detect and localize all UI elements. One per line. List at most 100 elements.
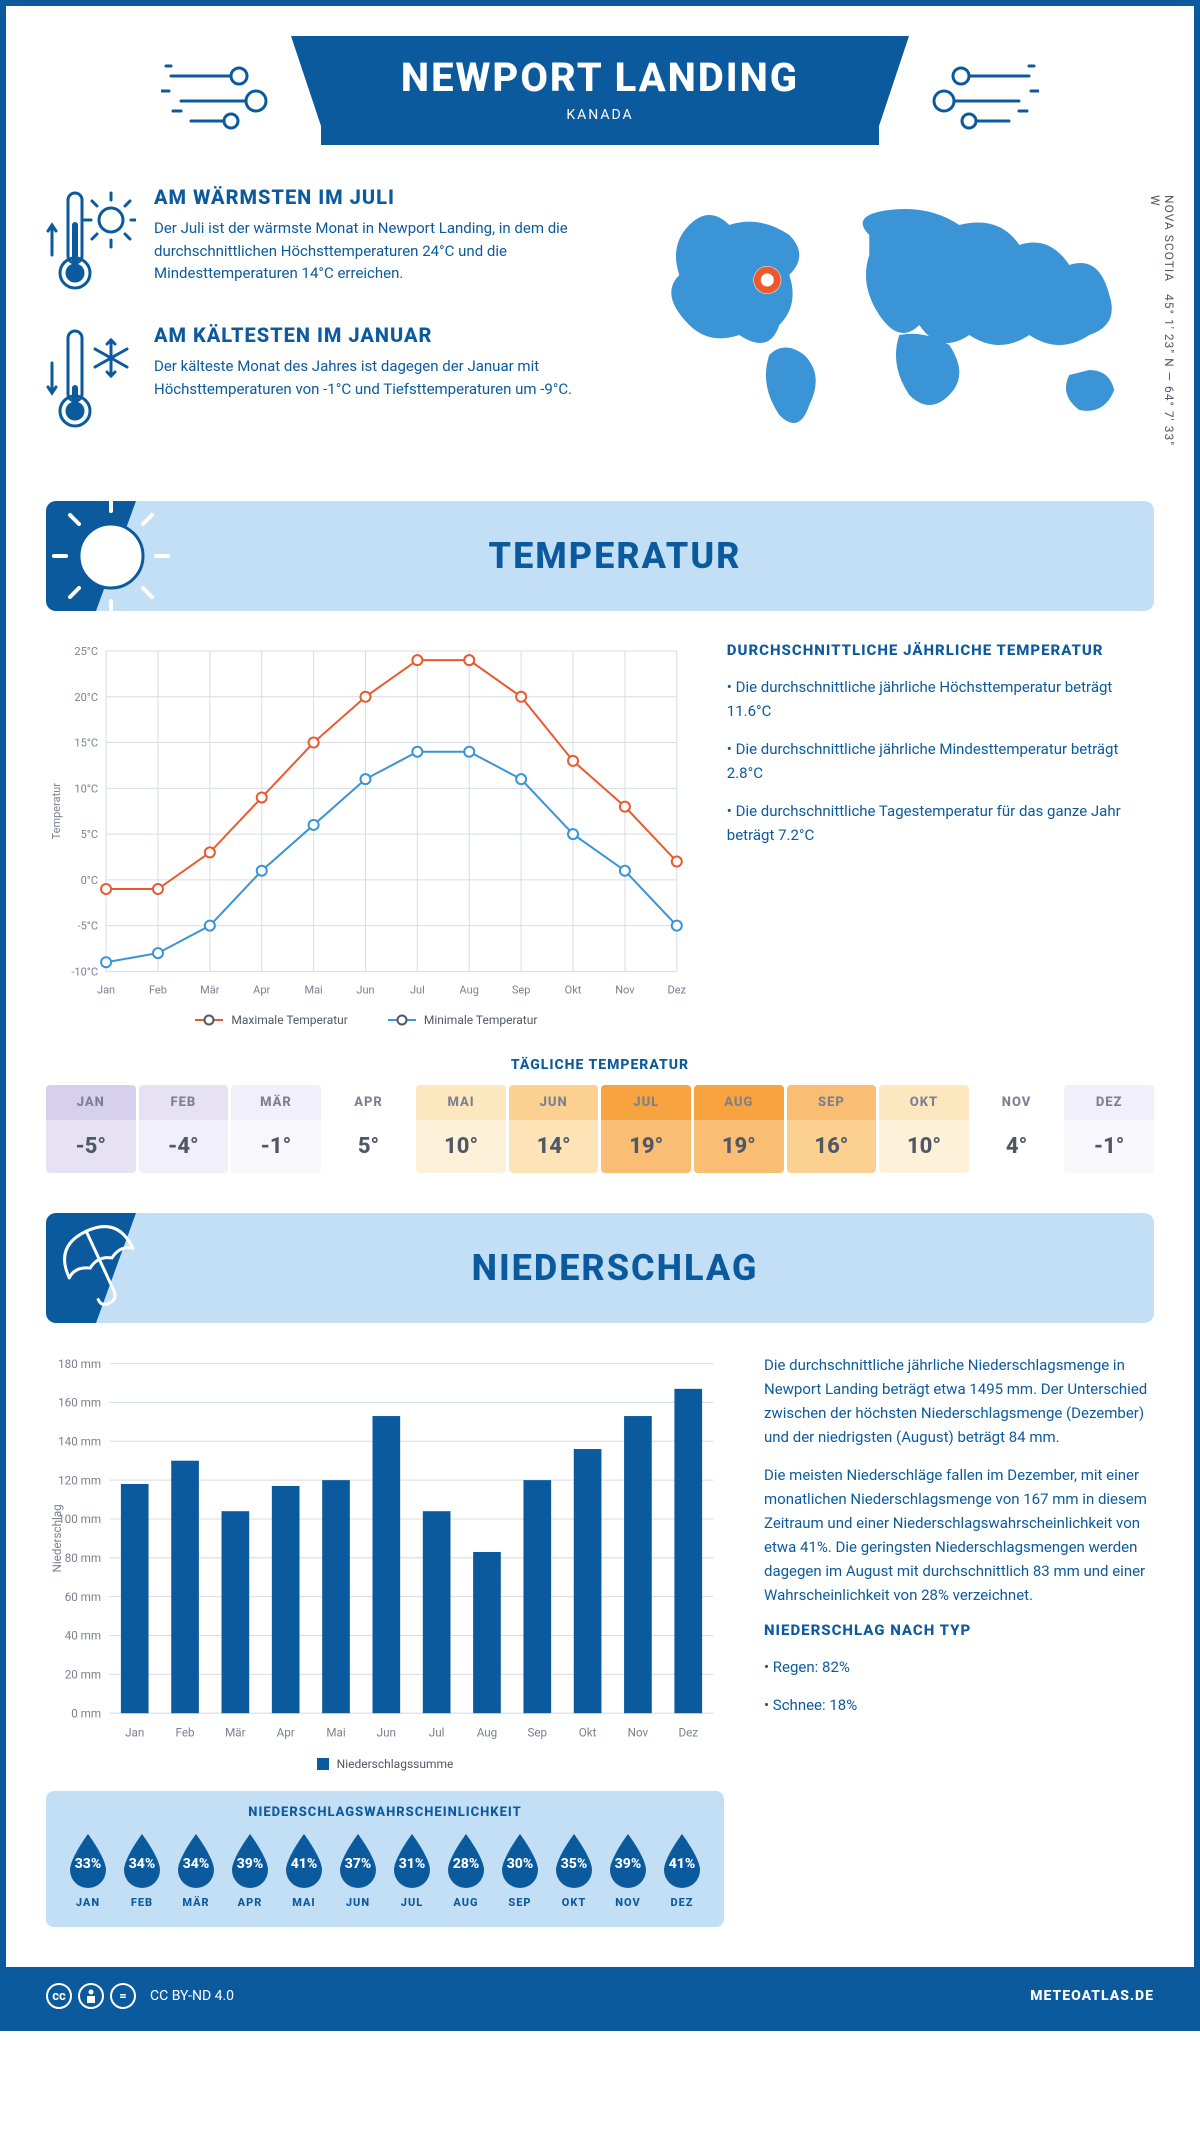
- precipitation-title: NIEDERSCHLAG: [472, 1247, 899, 1289]
- svg-text:-10°C: -10°C: [71, 965, 98, 978]
- precipitation-info: Die durchschnittliche jährliche Niedersc…: [764, 1353, 1154, 1927]
- svg-text:20 mm: 20 mm: [65, 1668, 101, 1682]
- temperature-content: -10°C -5°C 0°C 5°C 10°C 15°C 20°C 25°C Jan Feb Mär…: [46, 641, 1154, 1027]
- rain-prob-cell: 41%MAI: [280, 1832, 328, 1909]
- coldest-block: AM KÄLTESTEN IM JANUAR Der kälteste Mona…: [46, 323, 605, 433]
- rain-prob-cell: 34%MÄR: [172, 1832, 220, 1909]
- svg-text:Mai: Mai: [326, 1726, 345, 1740]
- thermometer-hot-icon: [46, 185, 136, 295]
- svg-text:Mär: Mär: [225, 1726, 245, 1740]
- daily-temp-cell: JAN-5°: [46, 1085, 136, 1173]
- daily-temp-cell: NOV4°: [972, 1085, 1062, 1173]
- daily-temp-cell: JUN14°: [509, 1085, 599, 1173]
- svg-text:120 mm: 120 mm: [58, 1474, 101, 1488]
- coordinates-label: NOVA SCOTIA 45° 1' 23" N — 64° 7' 33" W: [1148, 195, 1176, 461]
- svg-text:-5°C: -5°C: [78, 920, 99, 933]
- warmest-block: AM WÄRMSTEN IM JULI Der Juli ist der wär…: [46, 185, 605, 295]
- rain-prob-cell: 41%DEZ: [658, 1832, 706, 1909]
- svg-text:Dez: Dez: [668, 983, 687, 996]
- svg-text:Aug: Aug: [460, 983, 479, 996]
- rain-type-title: NIEDERSCHLAG NACH TYP: [764, 1621, 1154, 1639]
- rain-para-2: Die meisten Niederschläge fallen im Deze…: [764, 1463, 1154, 1607]
- svg-text:Temperatur: Temperatur: [50, 783, 63, 840]
- svg-text:Sep: Sep: [512, 983, 531, 996]
- rain-prob-cell: 39%APR: [226, 1832, 274, 1909]
- footer: cc = CC BY-ND 4.0 METEOATLAS.DE: [6, 1967, 1194, 2025]
- svg-text:Dez: Dez: [678, 1726, 698, 1740]
- svg-text:Apr: Apr: [277, 1726, 295, 1740]
- temperature-legend: .legend-swatch::after{border-color:inher…: [46, 1013, 687, 1027]
- warmest-text: Der Juli ist der wärmste Monat in Newpor…: [154, 217, 605, 285]
- svg-text:5°C: 5°C: [81, 828, 98, 841]
- daily-temp-cell: DEZ-1°: [1064, 1085, 1154, 1173]
- license-label: CC BY-ND 4.0: [150, 1988, 234, 2004]
- precipitation-bar-chart: 0 mm20 mm40 mm60 mm80 mm100 mm120 mm140 …: [46, 1353, 724, 1745]
- daily-temp-cell: MAI10°: [416, 1085, 506, 1173]
- by-icon: [78, 1983, 104, 2009]
- cc-icon: cc: [46, 1983, 72, 2009]
- precipitation-legend: Niederschlagssumme: [46, 1757, 724, 1771]
- page-subtitle: KANADA: [401, 107, 799, 123]
- svg-text:0°C: 0°C: [81, 874, 98, 887]
- rain-type-bullet: Regen: 82%: [764, 1655, 1154, 1679]
- temperature-info: DURCHSCHNITTLICHE JÄHRLICHE TEMPERATUR D…: [727, 641, 1154, 1027]
- rain-prob-cell: 28%AUG: [442, 1832, 490, 1909]
- svg-text:Apr: Apr: [253, 983, 270, 996]
- page-title: NEWPORT LANDING: [401, 54, 799, 101]
- svg-text:Niederschlag: Niederschlag: [50, 1505, 64, 1573]
- coldest-text: Der kälteste Monat des Jahres ist dagege…: [154, 355, 605, 400]
- svg-text:Feb: Feb: [149, 983, 167, 996]
- daily-temp-title: TÄGLICHE TEMPERATUR: [46, 1057, 1154, 1073]
- svg-text:10°C: 10°C: [74, 782, 98, 795]
- daily-temp-cell: JUL19°: [601, 1085, 691, 1173]
- precipitation-content: 0 mm20 mm40 mm60 mm80 mm100 mm120 mm140 …: [46, 1353, 1154, 1927]
- title-banner: NEWPORT LANDING KANADA: [321, 36, 879, 145]
- svg-text:25°C: 25°C: [74, 645, 98, 658]
- rain-para-1: Die durchschnittliche jährliche Niedersc…: [764, 1353, 1154, 1449]
- brand-label: METEOATLAS.DE: [1030, 1988, 1154, 2004]
- svg-text:15°C: 15°C: [74, 737, 98, 750]
- rain-prob-cell: 39%NOV: [604, 1832, 652, 1909]
- daily-temp-cell: APR5°: [324, 1085, 414, 1173]
- svg-text:Mai: Mai: [304, 983, 322, 996]
- rain-prob-cell: 34%FEB: [118, 1832, 166, 1909]
- wind-icon-left: [161, 46, 281, 136]
- header: NEWPORT LANDING KANADA: [46, 36, 1154, 145]
- svg-text:20°C: 20°C: [74, 691, 98, 704]
- svg-text:40 mm: 40 mm: [65, 1629, 101, 1643]
- svg-text:Mär: Mär: [200, 983, 220, 996]
- daily-temp-cell: SEP16°: [787, 1085, 877, 1173]
- svg-text:Jan: Jan: [97, 983, 115, 996]
- rain-prob-cell: 37%JUN: [334, 1832, 382, 1909]
- rain-prob-cell: 35%OKT: [550, 1832, 598, 1909]
- daily-temp-cell: MÄR-1°: [231, 1085, 321, 1173]
- svg-text:60 mm: 60 mm: [65, 1590, 101, 1604]
- rain-prob-title: NIEDERSCHLAGSWAHRSCHEINLICHKEIT: [64, 1805, 706, 1820]
- svg-text:Sep: Sep: [527, 1726, 547, 1740]
- rain-probability-panel: NIEDERSCHLAGSWAHRSCHEINLICHKEIT 33%JAN34…: [46, 1791, 724, 1927]
- wind-icon-right: [919, 46, 1039, 136]
- temp-info-bullet: Die durchschnittliche Tagestemperatur fü…: [727, 799, 1154, 847]
- temperature-section-header: TEMPERATUR: [46, 501, 1154, 611]
- svg-text:Jan: Jan: [125, 1726, 144, 1740]
- svg-text:180 mm: 180 mm: [58, 1357, 101, 1371]
- svg-text:160 mm: 160 mm: [58, 1396, 101, 1410]
- cc-license-icons: cc =: [46, 1983, 136, 2009]
- temp-info-bullet: Die durchschnittliche jährliche Höchstte…: [727, 675, 1154, 723]
- rain-prob-cell: 30%SEP: [496, 1832, 544, 1909]
- daily-temp-cell: FEB-4°: [139, 1085, 229, 1173]
- svg-text:Okt: Okt: [579, 1726, 597, 1740]
- rain-type-bullet: Schnee: 18%: [764, 1693, 1154, 1717]
- temp-info-bullet: Die durchschnittliche jährliche Mindestt…: [727, 737, 1154, 785]
- temperature-line-chart: -10°C -5°C 0°C 5°C 10°C 15°C 20°C 25°C Jan Feb Mär…: [46, 641, 687, 1001]
- temp-info-title: DURCHSCHNITTLICHE JÄHRLICHE TEMPERATUR: [727, 641, 1154, 659]
- daily-temp-cell: OKT10°: [879, 1085, 969, 1173]
- infographic-frame: NEWPORT LANDING KANADA: [0, 0, 1200, 2031]
- svg-text:Okt: Okt: [565, 983, 582, 996]
- svg-text:Feb: Feb: [176, 1726, 195, 1740]
- summary-row: AM WÄRMSTEN IM JULI Der Juli ist der wär…: [46, 185, 1154, 461]
- umbrella-icon: [46, 1213, 186, 1323]
- rain-prob-cell: 31%JUL: [388, 1832, 436, 1909]
- world-map: [645, 185, 1154, 445]
- sun-icon: [46, 501, 186, 611]
